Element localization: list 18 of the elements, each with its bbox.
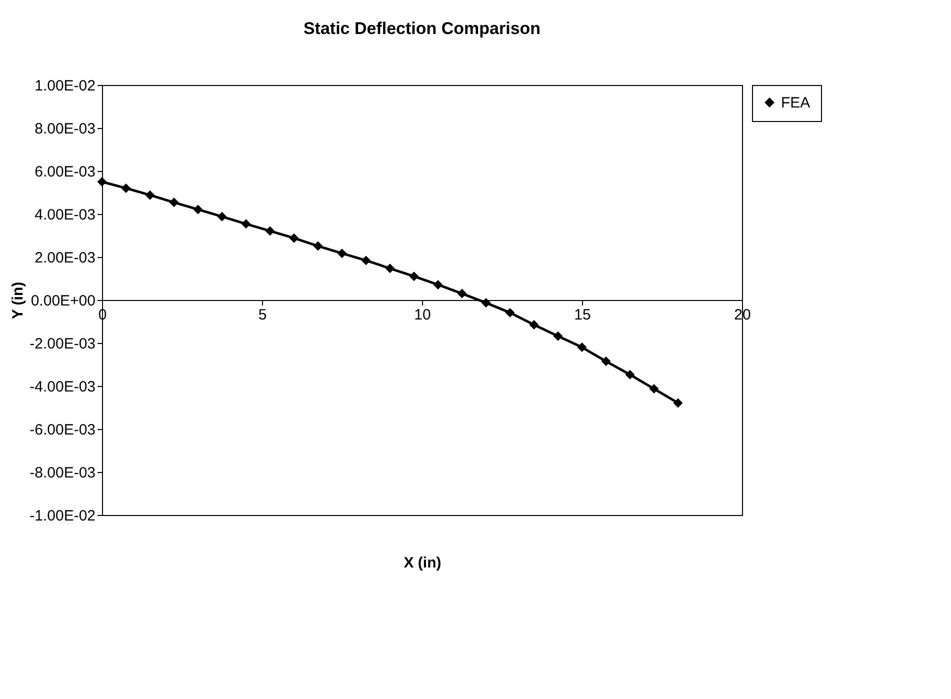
x-tick-label: 5 [258,306,267,324]
x-tick-label: 15 [574,306,591,324]
y-tick-label: -6.00E-03 [30,422,96,438]
legend-label: FEA [781,94,810,112]
x-axis-title: X (in) [404,554,442,572]
y-tick-label: 0.00E+00 [30,292,96,310]
x-tick-label: 10 [414,306,431,324]
y-tick-label: -4.00E-03 [30,378,96,396]
y-tick-label: 8.00E-03 [34,120,96,138]
y-tick-label: 6.00E-03 [34,164,96,180]
y-tick-label: 4.00E-03 [34,206,96,224]
chart-title: Static Deflection Comparison [303,19,541,38]
y-tick-label: -2.00E-03 [30,336,96,352]
y-tick-label: -8.00E-03 [30,464,96,482]
y-tick-label: 2.00E-03 [34,250,96,266]
y-axis-title: Y (in) [10,282,27,320]
y-tick-label: 1.00E-02 [34,78,96,94]
y-tick-label: -1.00E-02 [30,508,96,524]
